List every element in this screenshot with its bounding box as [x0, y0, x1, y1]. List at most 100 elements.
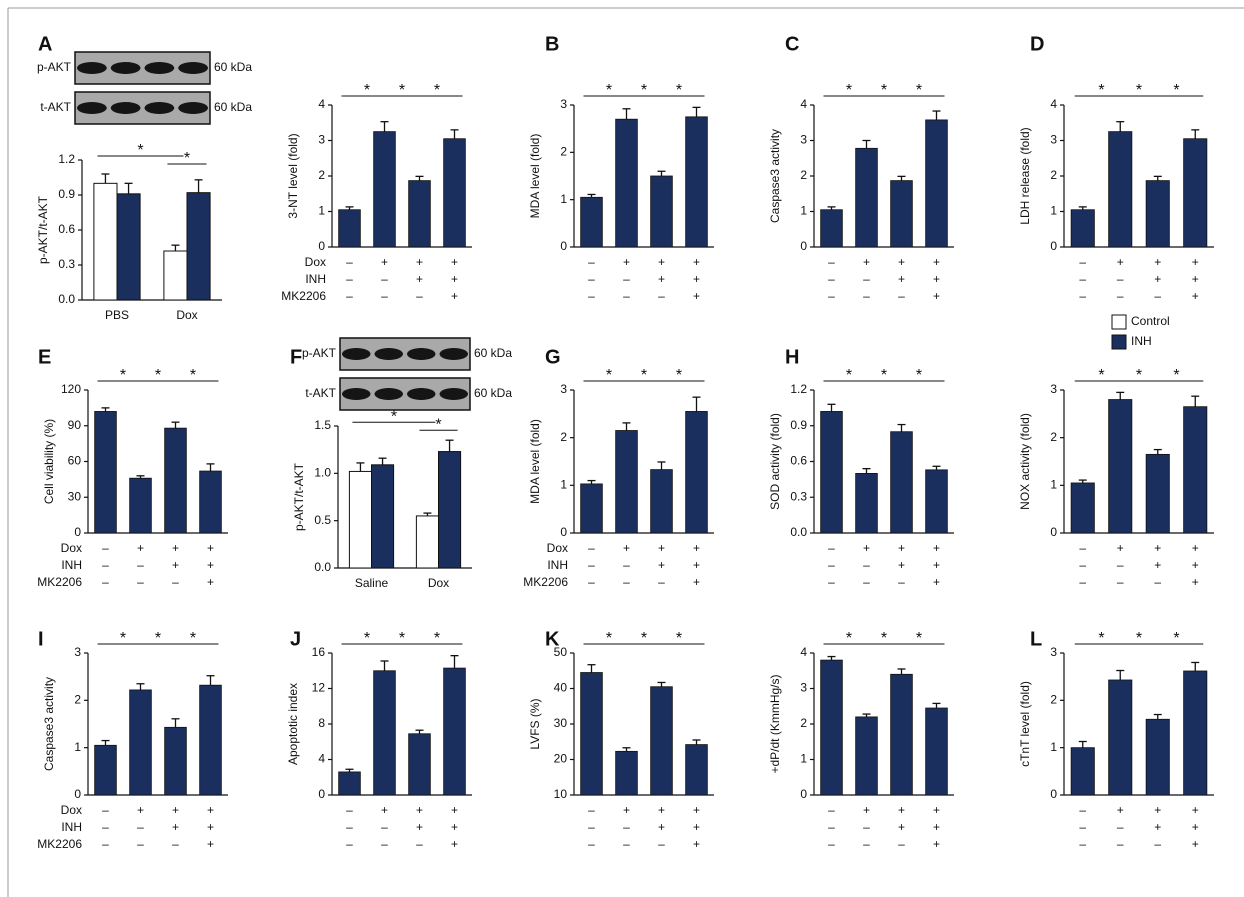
- treatment-sign: +: [1192, 837, 1199, 851]
- treatment-sign: +: [658, 558, 665, 572]
- y-tick-label: 0.3: [790, 489, 807, 503]
- x-tick-label: Dox: [176, 308, 197, 322]
- treatment-sign: +: [623, 255, 630, 269]
- treatment-sign: –: [346, 820, 353, 834]
- bar: [821, 210, 843, 247]
- treatment-sign: +: [658, 803, 665, 817]
- treatment-sign: –: [1079, 837, 1086, 851]
- panel-letter: L: [1030, 628, 1042, 650]
- treatment-sign: +: [863, 255, 870, 269]
- treatment-sign: +: [451, 272, 458, 286]
- y-tick-label: 0: [800, 787, 807, 801]
- treatment-sign: +: [933, 558, 940, 572]
- bar: [416, 516, 438, 568]
- y-tick-label: 1.2: [790, 382, 807, 396]
- significance-star: *: [190, 630, 196, 647]
- bar: [339, 210, 361, 247]
- bar: [117, 194, 140, 300]
- y-tick-label: 0: [800, 239, 807, 253]
- treatment-sign: –: [863, 289, 870, 303]
- blot-band: [440, 388, 469, 400]
- treatment-sign: –: [588, 575, 595, 589]
- bar: [130, 690, 152, 795]
- significance-star: *: [676, 630, 682, 647]
- bar: [856, 148, 878, 247]
- bar: [1109, 132, 1132, 247]
- y-tick-label: 2: [1050, 430, 1057, 444]
- treatment-sign: –: [898, 837, 905, 851]
- significance-star: *: [434, 630, 440, 647]
- treatment-sign: +: [207, 575, 214, 589]
- significance-star: *: [881, 367, 887, 384]
- treatment-sign: +: [658, 272, 665, 286]
- treatment-sign: +: [381, 803, 388, 817]
- treatment-label: Dox: [61, 803, 82, 817]
- bar: [891, 674, 913, 795]
- treatment-sign: –: [588, 820, 595, 834]
- treatment-sign: –: [381, 272, 388, 286]
- treatment-sign: +: [416, 272, 423, 286]
- treatment-sign: –: [588, 255, 595, 269]
- bar: [581, 484, 603, 533]
- y-axis-label: Cell viability (%): [42, 419, 56, 504]
- y-tick-label: 2: [74, 693, 81, 707]
- treatment-sign: –: [1079, 255, 1086, 269]
- y-tick-label: 0.9: [58, 187, 75, 201]
- y-tick-label: 1: [560, 192, 567, 206]
- treatment-sign: +: [623, 541, 630, 555]
- treatment-sign: +: [658, 820, 665, 834]
- y-tick-label: 3: [1050, 133, 1057, 147]
- treatment-sign: –: [658, 575, 665, 589]
- y-tick-label: 0.6: [58, 222, 75, 236]
- y-tick-label: 1: [800, 204, 807, 218]
- bar: [856, 717, 878, 795]
- treatment-sign: +: [658, 541, 665, 555]
- y-tick-label: 0.0: [790, 525, 807, 539]
- significance-star: *: [120, 630, 126, 647]
- treatment-sign: +: [1192, 255, 1199, 269]
- significance-star: *: [137, 142, 143, 159]
- bar: [409, 181, 431, 247]
- bar: [409, 734, 431, 795]
- bar: [1146, 454, 1169, 533]
- significance-star: *: [120, 367, 126, 384]
- y-tick-label: 1: [1050, 740, 1057, 754]
- bar: [95, 411, 117, 533]
- treatment-sign: –: [172, 837, 179, 851]
- bar: [581, 197, 603, 247]
- bar: [1184, 139, 1207, 247]
- treatment-sign: +: [451, 289, 458, 303]
- treatment-sign: –: [588, 558, 595, 572]
- treatment-sign: +: [1154, 558, 1161, 572]
- y-axis-label: Apoptotic index: [286, 683, 300, 765]
- y-tick-label: 0.3: [58, 257, 75, 271]
- treatment-sign: –: [137, 820, 144, 834]
- y-tick-label: 3: [1050, 382, 1057, 396]
- y-tick-label: 1: [318, 204, 325, 218]
- treatment-sign: +: [623, 803, 630, 817]
- treatment-sign: –: [102, 575, 109, 589]
- treatment-sign: –: [828, 255, 835, 269]
- significance-star: *: [916, 630, 922, 647]
- treatment-sign: +: [693, 255, 700, 269]
- treatment-sign: –: [102, 541, 109, 555]
- bar: [165, 428, 187, 533]
- treatment-sign: –: [102, 820, 109, 834]
- treatment-label: MK2206: [523, 575, 568, 589]
- blot-band: [145, 62, 175, 74]
- treatment-sign: –: [588, 289, 595, 303]
- y-tick-label: 0.0: [58, 292, 75, 306]
- legend-swatch: [1112, 335, 1126, 349]
- significance-star: *: [399, 630, 405, 647]
- treatment-sign: +: [933, 541, 940, 555]
- y-tick-label: 3: [318, 133, 325, 147]
- blot-size-label: 60 kDa: [214, 60, 252, 74]
- treatment-sign: –: [137, 837, 144, 851]
- treatment-sign: +: [451, 803, 458, 817]
- y-tick-label: 1.5: [314, 418, 331, 432]
- treatment-sign: +: [693, 558, 700, 572]
- panel-letter: C: [785, 33, 799, 55]
- significance-star: *: [435, 416, 441, 433]
- bar: [439, 452, 461, 568]
- y-tick-label: 0: [74, 787, 81, 801]
